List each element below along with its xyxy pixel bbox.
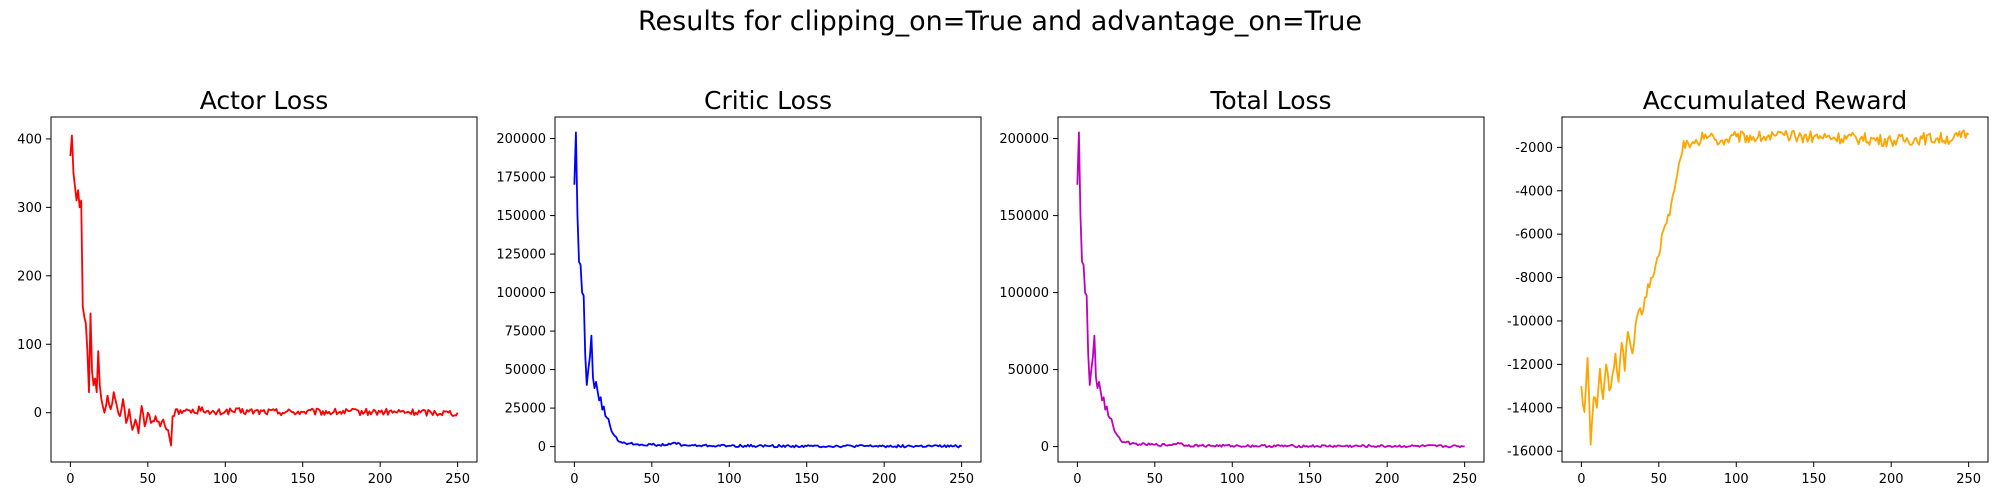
- y-tick-label: 50000: [505, 363, 546, 378]
- axes-frame: [1057, 116, 1485, 463]
- y-tick-label: 100000: [999, 286, 1049, 301]
- x-tick-label: 50: [1651, 472, 1668, 487]
- y-tick-label: 0: [538, 440, 546, 455]
- x-tick-label: 150: [290, 472, 315, 487]
- x-tick-label: 150: [1297, 472, 1322, 487]
- x-tick-label: 50: [644, 472, 661, 487]
- x-tick-label: 100: [1220, 472, 1245, 487]
- x-tick-label: 200: [1375, 472, 1400, 487]
- x-tick-label: 150: [794, 472, 819, 487]
- x-tick-label: 50: [1147, 472, 1164, 487]
- x-tick-label: 250: [1956, 472, 1981, 487]
- y-tick-label: 25000: [505, 402, 546, 417]
- axes-frame: [1561, 116, 1989, 463]
- subplot-3: Total Loss 0 50 100 150 200 250 0 50000 100000 150…: [999, 86, 1485, 487]
- series-line: [69, 134, 459, 447]
- x-tick-label: 50: [140, 472, 157, 487]
- subplot-title: Actor Loss: [200, 86, 329, 115]
- y-tick-label: -16000: [1507, 445, 1553, 460]
- x-tick-label: 200: [1879, 472, 1904, 487]
- y-tick-label: 100: [17, 338, 42, 353]
- y-tick-label: 200: [17, 269, 42, 284]
- y-tick-label: 200000: [496, 132, 546, 147]
- subplot-title: Accumulated Reward: [1643, 86, 1908, 115]
- subplot-4: Accumulated Reward 0 50 100 150 200 250 -16000 -…: [1507, 86, 1989, 487]
- figure-title: Results for clipping_on=True and advanta…: [637, 6, 1363, 37]
- y-tick-label: -2000: [1515, 141, 1553, 156]
- y-tick-label: 175000: [496, 171, 546, 186]
- y-tick-label: 50000: [1008, 363, 1049, 378]
- x-tick-label: 100: [717, 472, 742, 487]
- subplot-1: Actor Loss 0 50 100 150 200 250 0 100 200 300 400: [17, 86, 478, 487]
- x-tick-label: 200: [872, 472, 897, 487]
- x-tick-label: 0: [1577, 472, 1585, 487]
- y-tick-label: 0: [1041, 440, 1049, 455]
- x-tick-label: 250: [445, 472, 470, 487]
- axes-frame: [554, 116, 982, 463]
- x-tick-label: 100: [213, 472, 238, 487]
- y-tick-label: 400: [17, 132, 42, 147]
- subplot-title: Critic Loss: [704, 86, 832, 115]
- axes-frame: [50, 116, 478, 463]
- y-tick-label: -4000: [1515, 184, 1553, 199]
- y-tick-label: 100000: [496, 286, 546, 301]
- series-line: [1076, 131, 1465, 449]
- x-tick-label: 0: [1073, 472, 1081, 487]
- y-tick-label: 200000: [999, 132, 1049, 147]
- y-tick-label: -8000: [1515, 271, 1553, 286]
- x-tick-label: 200: [368, 472, 393, 487]
- y-tick-label: -14000: [1507, 401, 1553, 416]
- x-tick-label: 150: [1801, 472, 1826, 487]
- y-tick-label: -10000: [1507, 314, 1553, 329]
- x-tick-label: 250: [1452, 472, 1477, 487]
- subplot-2: Critic Loss 0 50 100 150 200 250 0 25000 50000 750…: [496, 86, 982, 487]
- y-tick-label: 150000: [496, 209, 546, 224]
- x-tick-label: 0: [570, 472, 578, 487]
- y-tick-label: 150000: [999, 209, 1049, 224]
- x-tick-label: 100: [1724, 472, 1749, 487]
- y-tick-label: 75000: [505, 325, 546, 340]
- y-tick-label: -6000: [1515, 228, 1553, 243]
- x-tick-label: 0: [66, 472, 74, 487]
- y-tick-label: 125000: [496, 248, 546, 263]
- y-tick-label: 0: [34, 406, 42, 421]
- series-line: [573, 131, 963, 449]
- subplot-title: Total Loss: [1209, 86, 1331, 115]
- series-line: [1580, 129, 1970, 446]
- y-tick-label: -12000: [1507, 358, 1553, 373]
- y-tick-label: 300: [17, 201, 42, 216]
- x-tick-label: 250: [949, 472, 974, 487]
